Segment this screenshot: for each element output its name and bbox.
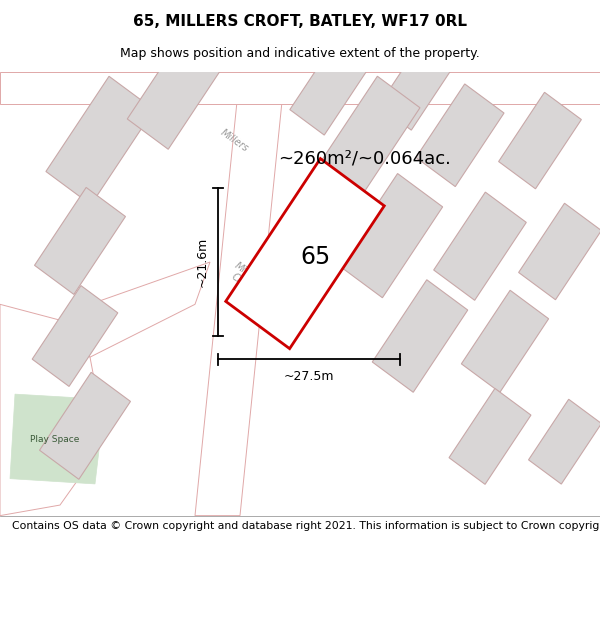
Polygon shape xyxy=(518,203,600,300)
Polygon shape xyxy=(0,304,100,516)
Polygon shape xyxy=(461,290,548,392)
Polygon shape xyxy=(10,394,105,484)
Polygon shape xyxy=(499,92,581,189)
Text: 65: 65 xyxy=(300,245,330,269)
Text: ~260m²/~0.064ac.: ~260m²/~0.064ac. xyxy=(278,149,451,168)
Text: Millers
Croft: Millers Croft xyxy=(226,260,264,296)
Text: Contains OS data © Crown copyright and database right 2021. This information is : Contains OS data © Crown copyright and d… xyxy=(12,521,600,531)
Polygon shape xyxy=(32,286,118,386)
Polygon shape xyxy=(127,37,223,149)
Polygon shape xyxy=(379,45,451,130)
Polygon shape xyxy=(449,388,531,484)
Text: ~27.5m: ~27.5m xyxy=(284,369,334,382)
Polygon shape xyxy=(529,399,600,484)
Text: Play Space: Play Space xyxy=(31,435,80,444)
Polygon shape xyxy=(434,192,526,300)
Polygon shape xyxy=(337,174,443,298)
Polygon shape xyxy=(372,280,468,392)
Polygon shape xyxy=(46,76,154,205)
Polygon shape xyxy=(320,76,420,194)
Text: 65, MILLERS CROFT, BATLEY, WF17 0RL: 65, MILLERS CROFT, BATLEY, WF17 0RL xyxy=(133,14,467,29)
Polygon shape xyxy=(290,41,370,135)
Polygon shape xyxy=(195,72,285,516)
Text: Millers: Millers xyxy=(218,127,250,154)
Text: ~21.6m: ~21.6m xyxy=(196,237,209,287)
Polygon shape xyxy=(60,262,210,357)
Polygon shape xyxy=(416,84,504,187)
Polygon shape xyxy=(40,372,130,479)
Polygon shape xyxy=(0,72,600,104)
Polygon shape xyxy=(226,159,384,349)
Polygon shape xyxy=(35,188,125,294)
Text: Map shows position and indicative extent of the property.: Map shows position and indicative extent… xyxy=(120,48,480,61)
